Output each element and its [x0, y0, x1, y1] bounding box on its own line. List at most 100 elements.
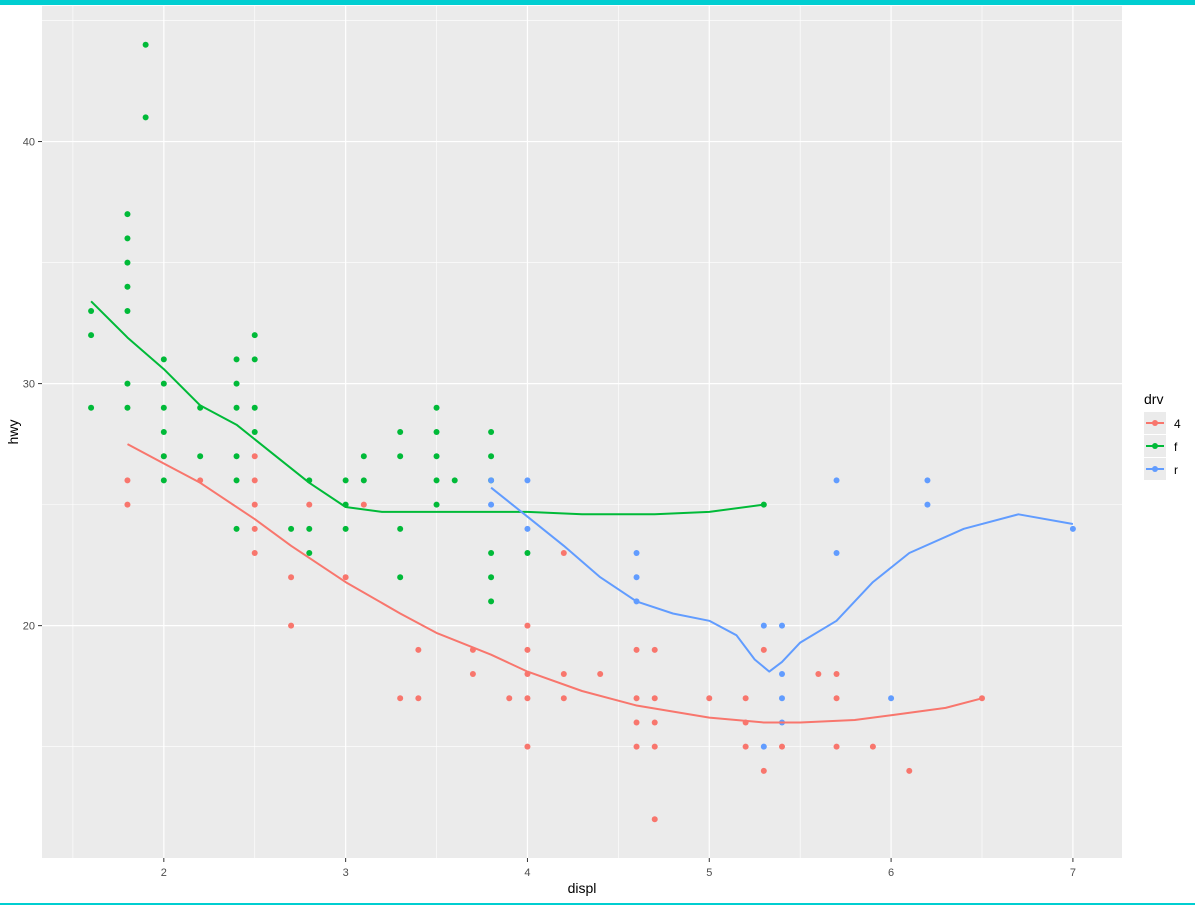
- data-point: [124, 283, 131, 290]
- data-point: [760, 646, 767, 653]
- data-point: [124, 477, 131, 484]
- smooth-line-r: [490, 486, 1074, 673]
- data-point: [488, 477, 495, 484]
- x-axis-title: displ: [568, 880, 597, 896]
- data-point: [597, 671, 604, 678]
- data-point: [160, 404, 167, 411]
- data-point: [233, 477, 240, 484]
- legend-key-point: [1152, 466, 1158, 472]
- data-point: [124, 404, 131, 411]
- legend-label: f: [1174, 440, 1178, 454]
- legend-label: r: [1174, 463, 1178, 477]
- data-point: [433, 477, 440, 484]
- y-tick-label: 40: [23, 137, 35, 149]
- data-point: [524, 646, 531, 653]
- legend-key-point: [1152, 443, 1158, 449]
- data-point: [142, 114, 149, 121]
- data-point: [488, 453, 495, 460]
- data-point: [124, 211, 131, 218]
- data-point: [524, 550, 531, 557]
- data-point: [251, 429, 258, 435]
- data-point: [906, 767, 913, 774]
- data-point: [524, 525, 531, 532]
- data-point: [160, 380, 167, 387]
- data-point: [560, 550, 567, 557]
- data-point: [360, 477, 367, 484]
- data-point: [288, 525, 295, 532]
- data-point: [360, 453, 367, 460]
- x-tick-label: 4: [524, 867, 530, 879]
- x-tick-label: 6: [888, 867, 894, 879]
- data-point: [524, 477, 531, 484]
- data-point: [88, 404, 95, 411]
- data-point: [488, 574, 495, 581]
- smooth-line-4: [127, 443, 983, 724]
- data-point: [633, 646, 640, 653]
- data-point: [706, 695, 713, 702]
- plot-panel: [42, 6, 1122, 858]
- data-point: [251, 477, 258, 484]
- data-point: [306, 525, 313, 532]
- x-axis: 2 3 4 5 6 7: [161, 858, 1076, 879]
- data-point: [524, 622, 531, 629]
- data-point: [233, 404, 240, 411]
- data-point: [251, 550, 258, 557]
- data-point: [979, 695, 985, 702]
- data-point: [415, 695, 422, 702]
- data-point: [288, 622, 295, 629]
- data-point: [160, 477, 167, 484]
- data-point: [833, 743, 840, 750]
- data-point: [360, 501, 367, 508]
- data-point: [779, 695, 785, 702]
- data-point: [251, 453, 258, 460]
- data-point: [342, 574, 349, 581]
- data-point: [397, 429, 404, 435]
- data-point: [488, 598, 495, 605]
- data-point: [633, 550, 640, 557]
- legend-key-point: [1152, 420, 1158, 426]
- data-point: [433, 453, 440, 460]
- data-point: [160, 356, 167, 363]
- data-point: [760, 622, 767, 629]
- data-point: [651, 719, 658, 726]
- data-point: [124, 259, 131, 266]
- data-point: [160, 453, 167, 460]
- data-point: [633, 695, 640, 702]
- data-point: [560, 671, 567, 678]
- data-point: [833, 671, 840, 678]
- data-point: [651, 743, 658, 750]
- data-point: [233, 453, 240, 460]
- data-point: [760, 767, 767, 774]
- data-point: [524, 743, 531, 750]
- data-point: [779, 622, 785, 629]
- x-tick-label: 2: [161, 867, 167, 879]
- legend: drv 4 fr: [1144, 391, 1181, 480]
- data-point: [833, 477, 840, 484]
- data-point: [560, 695, 567, 702]
- data-point: [779, 671, 785, 678]
- smooth-line-f: [90, 300, 764, 516]
- data-point: [1069, 525, 1076, 532]
- data-point: [760, 743, 767, 750]
- data-point: [288, 574, 295, 581]
- data-point: [633, 574, 640, 581]
- window-top-accent-bar: [0, 0, 1195, 5]
- series-f: [88, 41, 767, 605]
- data-point: [124, 235, 131, 242]
- data-point: [488, 501, 495, 508]
- data-point: [251, 501, 258, 508]
- grid-lines: [42, 6, 1122, 858]
- data-point: [233, 380, 240, 387]
- data-point: [869, 743, 876, 750]
- data-point: [342, 477, 349, 484]
- data-point: [524, 695, 531, 702]
- y-axis-title: hwy: [5, 420, 21, 445]
- data-point: [233, 525, 240, 532]
- data-point: [397, 453, 404, 460]
- data-point: [124, 501, 131, 508]
- data-point: [415, 646, 422, 653]
- data-point: [397, 525, 404, 532]
- data-point: [397, 574, 404, 581]
- data-point: [469, 671, 476, 678]
- data-point: [142, 41, 149, 48]
